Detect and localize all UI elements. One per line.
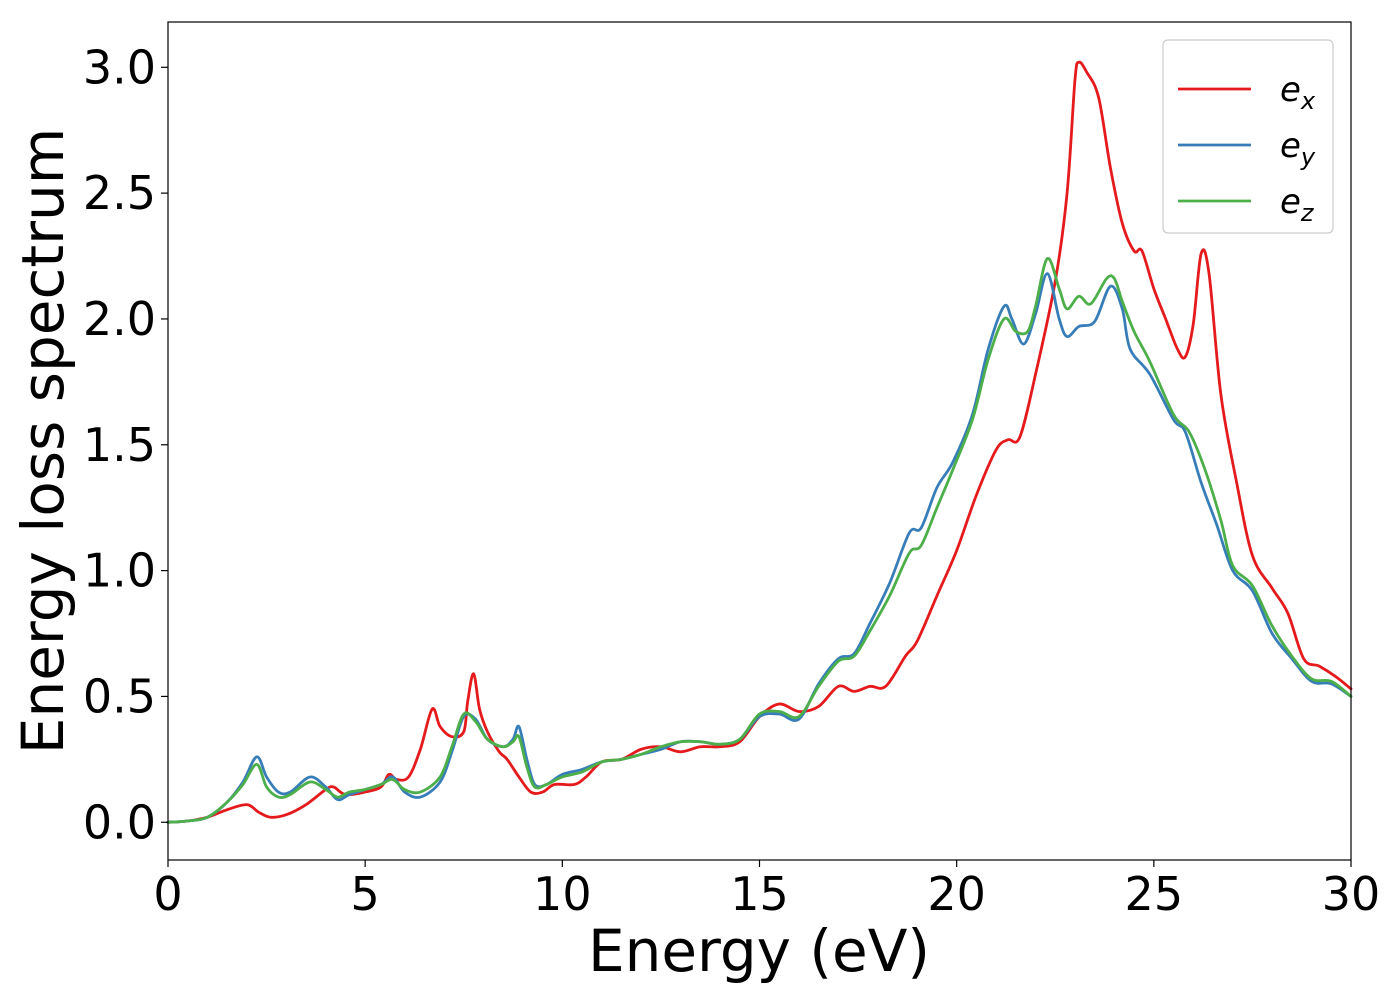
y-tick-label: 1.0 <box>83 544 156 598</box>
y-tick-label: 2.5 <box>83 166 156 220</box>
x-tick-label: 30 <box>1322 867 1381 921</box>
y-tick-label: 1.5 <box>83 418 156 472</box>
x-axis-title: Energy (eV) <box>588 917 930 985</box>
x-tick-label: 5 <box>351 867 380 921</box>
x-tick-label: 20 <box>927 867 986 921</box>
y-axis-title: Energy loss spectrum <box>9 128 77 754</box>
x-axis: 0 5 10 15 20 25 30 <box>153 860 1380 921</box>
series-line-e-z <box>166 257 1353 824</box>
x-tick-label: 25 <box>1125 867 1184 921</box>
x-tick-label: 0 <box>153 867 182 921</box>
legend: ex ey ez <box>1162 39 1334 234</box>
legend-label: ey <box>1280 126 1316 171</box>
legend-label: ez <box>1280 182 1315 227</box>
y-tick-label: 0.0 <box>83 795 156 849</box>
y-tick-label: 2.0 <box>83 292 156 346</box>
legend-label: ex <box>1280 70 1316 115</box>
y-tick-label: 3.0 <box>83 40 156 94</box>
y-tick-label: 0.5 <box>83 669 156 723</box>
series-layer <box>166 60 1353 824</box>
x-tick-label: 10 <box>533 867 592 921</box>
plot-background <box>168 22 1351 860</box>
y-axis: 0.0 0.5 1.0 1.5 2.0 2.5 3.0 <box>83 40 168 849</box>
x-tick-label: 15 <box>730 867 789 921</box>
series-line-e-x <box>166 60 1353 824</box>
